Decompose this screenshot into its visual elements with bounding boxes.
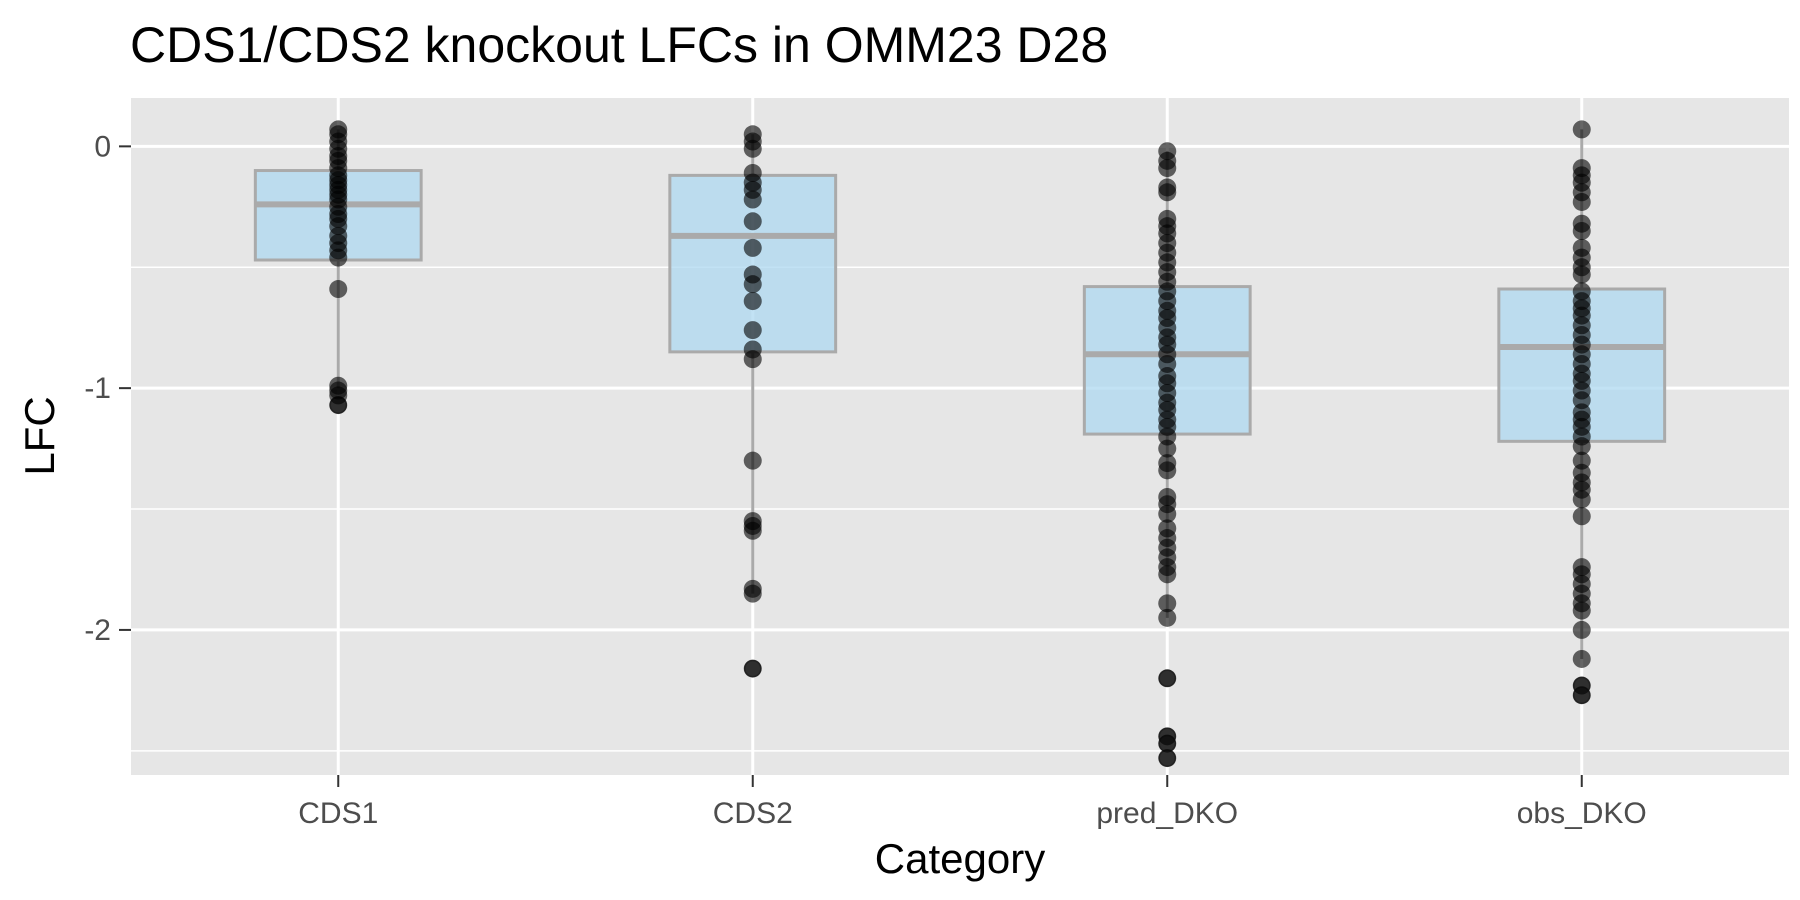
- data-points: [329, 120, 1591, 768]
- y-axis-title: LFC: [16, 396, 63, 475]
- x-tick-label: CDS1: [298, 797, 378, 830]
- data-point: [743, 275, 762, 294]
- y-tick-label: -2: [84, 614, 111, 647]
- data-point: [1158, 749, 1177, 768]
- y-axis: 0 -1 -2: [84, 130, 131, 647]
- data-point: [743, 238, 762, 257]
- data-point: [1158, 565, 1177, 584]
- data-point: [743, 451, 762, 470]
- data-point: [743, 190, 762, 209]
- data-point: [1158, 439, 1177, 458]
- data-point: [1572, 490, 1591, 509]
- data-point: [1572, 120, 1591, 139]
- data-point: [1158, 183, 1177, 202]
- chart-title: CDS1/CDS2 knockout LFCs in OMM23 D28: [130, 17, 1108, 73]
- data-point: [329, 280, 348, 299]
- data-point: [1572, 620, 1591, 639]
- data-point: [743, 321, 762, 340]
- data-point: [1572, 265, 1591, 284]
- data-point: [743, 292, 762, 311]
- y-tick-label: 0: [94, 130, 111, 163]
- data-point: [329, 248, 348, 267]
- data-point: [1572, 507, 1591, 526]
- data-point: [743, 584, 762, 603]
- data-point: [1158, 504, 1177, 523]
- data-point: [1158, 594, 1177, 613]
- data-point: [743, 212, 762, 231]
- data-point: [329, 396, 348, 415]
- data-point: [1572, 649, 1591, 668]
- data-point: [1572, 221, 1591, 240]
- x-axis: CDS1 CDS2 pred_DKO obs_DKO: [298, 775, 1647, 830]
- data-point: [1158, 159, 1177, 178]
- data-point: [1572, 192, 1591, 211]
- data-point: [743, 350, 762, 369]
- data-point: [1158, 608, 1177, 627]
- y-tick-label: -1: [84, 372, 111, 405]
- data-point: [743, 139, 762, 158]
- x-tick-label: obs_DKO: [1517, 797, 1647, 830]
- data-point: [743, 521, 762, 540]
- x-tick-label: CDS2: [713, 797, 793, 830]
- data-point: [1572, 601, 1591, 620]
- data-point: [743, 659, 762, 678]
- x-tick-label: pred_DKO: [1096, 797, 1238, 830]
- data-point: [1158, 669, 1177, 688]
- data-point: [1572, 686, 1591, 705]
- data-point: [1158, 734, 1177, 753]
- data-point: [1158, 461, 1177, 480]
- data-point: [1572, 437, 1591, 456]
- x-axis-title: Category: [875, 835, 1045, 882]
